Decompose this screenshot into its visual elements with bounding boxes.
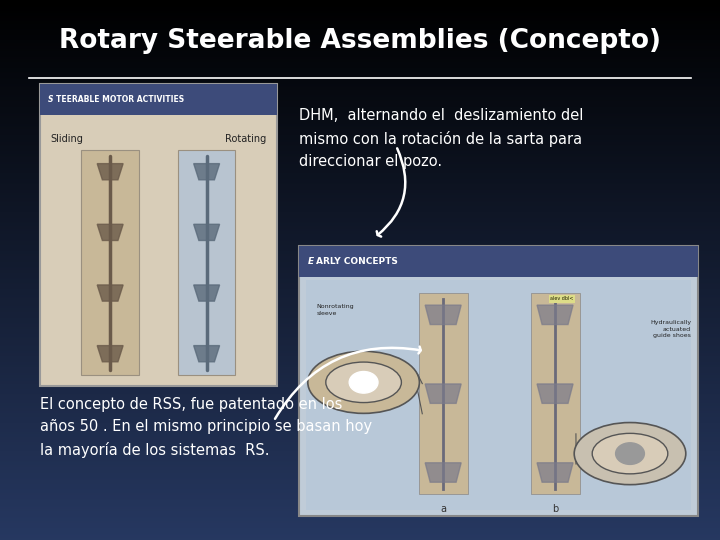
FancyBboxPatch shape [299,246,698,277]
Circle shape [616,443,644,464]
Text: Rotating: Rotating [225,134,266,144]
Text: S: S [48,95,54,104]
Text: Sliding: Sliding [50,134,84,144]
FancyBboxPatch shape [531,293,580,494]
Polygon shape [425,463,462,482]
FancyBboxPatch shape [306,280,691,510]
Polygon shape [194,346,220,362]
Ellipse shape [325,362,402,403]
Polygon shape [194,224,220,240]
Polygon shape [537,463,573,482]
Polygon shape [194,285,220,301]
Ellipse shape [307,351,419,414]
Polygon shape [425,305,462,325]
Text: El concepto de RSS, fue patentado en los
años 50 . En el mismo principio se basa: El concepto de RSS, fue patentado en los… [40,397,372,458]
Polygon shape [97,164,123,180]
FancyBboxPatch shape [40,84,277,115]
FancyBboxPatch shape [419,293,468,494]
Polygon shape [537,305,573,325]
Ellipse shape [593,433,668,474]
Text: Rotary Steerable Assemblies (Concepto): Rotary Steerable Assemblies (Concepto) [59,28,661,53]
Text: a: a [440,504,446,514]
Text: TEERABLE MOTOR ACTIVITIES: TEERABLE MOTOR ACTIVITIES [56,95,184,104]
FancyBboxPatch shape [299,246,698,516]
Polygon shape [537,384,573,403]
Polygon shape [97,224,123,240]
Text: alev dbl<: alev dbl< [551,296,574,301]
Polygon shape [97,346,123,362]
Polygon shape [425,384,462,403]
Text: ARLY CONCEPTS: ARLY CONCEPTS [316,257,398,266]
Text: b: b [552,504,558,514]
FancyBboxPatch shape [178,150,235,375]
Text: DHM,  alternando el  deslizamiento del
mismo con la rotación de la sarta para
di: DHM, alternando el deslizamiento del mis… [299,108,583,169]
Text: E: E [307,257,314,266]
FancyBboxPatch shape [40,84,277,386]
Polygon shape [97,285,123,301]
Circle shape [349,372,378,393]
Text: Nonrotating
sleeve: Nonrotating sleeve [317,304,354,315]
FancyBboxPatch shape [81,150,139,375]
Text: Hydraulically
actuated
guide shoes: Hydraulically actuated guide shoes [650,320,691,339]
Polygon shape [194,164,220,180]
Ellipse shape [575,422,685,485]
